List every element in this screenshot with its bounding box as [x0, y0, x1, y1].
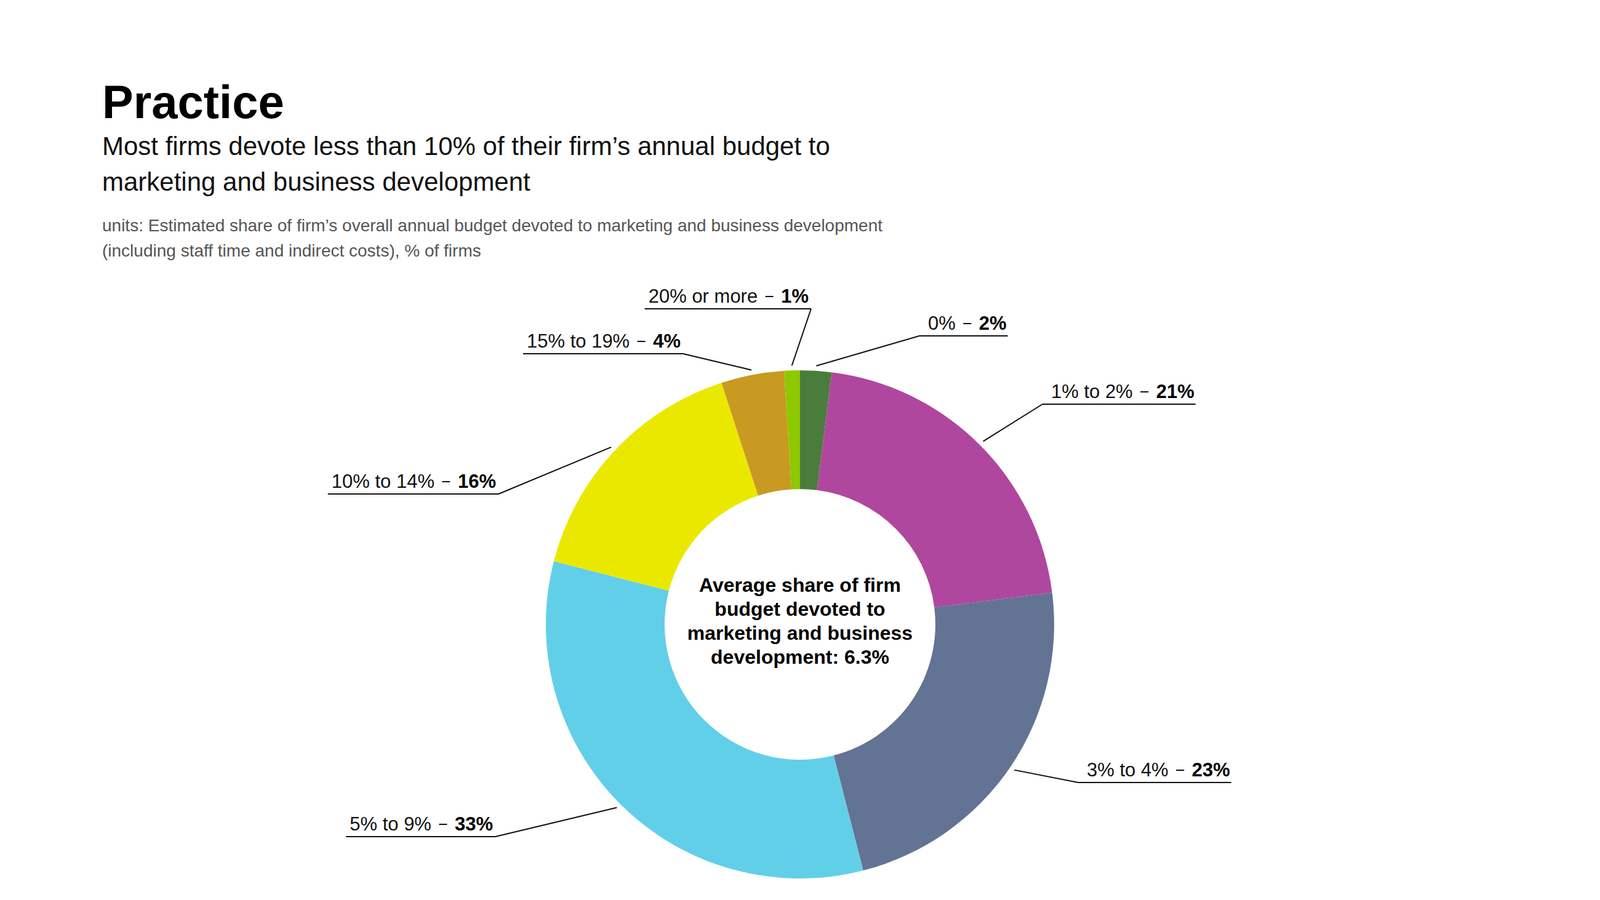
- label-dash: [1176, 769, 1184, 772]
- leader-line: [683, 353, 752, 370]
- subtitle: marketing and business development: [102, 167, 531, 197]
- chart: PracticeMost firms devote less than 10% …: [0, 0, 1600, 900]
- slice-category: 1% to 2%: [1051, 380, 1133, 403]
- units-note: units: Estimated share of firm’s overall…: [102, 216, 883, 236]
- slice: [817, 372, 1053, 608]
- slice-value: 23%: [1192, 759, 1231, 781]
- leader-line: [495, 808, 617, 837]
- leader-line: [792, 308, 812, 366]
- units-note: (including staff time and indirect costs…: [102, 241, 482, 261]
- label-underline: [523, 353, 684, 355]
- subtitle: Most firms devote less than 10% of their…: [102, 131, 831, 161]
- slice-category: 10% to 14%: [331, 470, 435, 493]
- center-annotation: budget devoted to: [714, 598, 885, 621]
- leader-line: [983, 404, 1043, 442]
- label-underline: [345, 836, 496, 838]
- label-dash: [637, 340, 646, 343]
- slice-category: 20% or more: [648, 285, 758, 308]
- label-dash: [963, 323, 972, 325]
- label-underline: [1078, 782, 1232, 784]
- slice-category: 3% to 4%: [1086, 759, 1169, 781]
- leader-line: [1014, 770, 1079, 783]
- label-underline: [644, 308, 812, 310]
- slice-value: 16%: [457, 470, 496, 493]
- slice: [784, 370, 800, 490]
- leader-line: [498, 447, 612, 495]
- label-underline: [919, 335, 1008, 337]
- slice-category: 5% to 9%: [349, 813, 432, 836]
- label-dash: [438, 824, 447, 826]
- center-annotation: development: 6.3%: [710, 646, 890, 669]
- slice-value: 4%: [652, 330, 681, 352]
- title: Practice: [102, 75, 285, 128]
- labels: 0% 2% 1% to 2% 21% 3% to 4% 23% 5% to 9% 33% 10%…: [328, 285, 1232, 837]
- slice-value: 21%: [1156, 380, 1195, 403]
- slices: [545, 370, 1055, 879]
- slice-value: 2%: [979, 312, 1007, 335]
- label-dash: [1140, 391, 1149, 393]
- center-annotation: marketing and business: [687, 622, 913, 645]
- slice: [721, 371, 792, 496]
- leader-line: [816, 336, 920, 367]
- slice-category: 0%: [928, 312, 956, 335]
- slice-value: 33%: [454, 813, 493, 836]
- center-annotation: Average share of firm: [699, 574, 901, 597]
- slice-category: 15% to 19%: [526, 330, 630, 352]
- label-underline: [1042, 403, 1196, 405]
- slice-value: 1%: [780, 285, 809, 308]
- slice: [553, 382, 759, 591]
- label-dash: [441, 481, 450, 483]
- label-underline: [328, 493, 499, 495]
- label-dash: [765, 296, 774, 298]
